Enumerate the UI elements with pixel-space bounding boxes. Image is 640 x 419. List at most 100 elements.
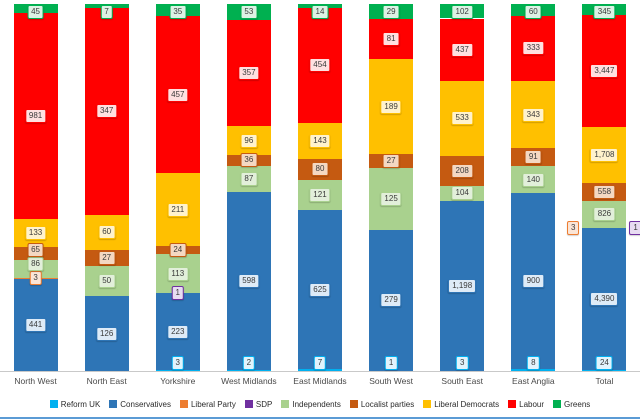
bar-east-anglia: 8 900 140 91 343 333 60 [511, 4, 556, 371]
data-label-conservatives: 900 [522, 274, 544, 289]
data-label-localist-parties: 208 [451, 163, 473, 178]
data-label-conservatives: 441 [24, 317, 47, 332]
data-label-labour: 3,447 [590, 64, 619, 79]
data-label-liberal-democrats: 533 [451, 111, 473, 126]
data-label-independents: 113 [167, 266, 189, 281]
legend-swatch-greens [553, 400, 562, 408]
legend-label-reform-uk: Reform UK [60, 399, 101, 409]
data-label-reform-uk: 3 [455, 356, 469, 370]
bar-total: 24 4,390 3 1 826 558 1,708 3,447 345 [566, 4, 640, 371]
data-label-labour: 81 [382, 31, 400, 46]
data-label-conservatives: 1,198 [448, 278, 477, 293]
data-label-labour: 454 [309, 58, 331, 73]
bar-slot-east-anglia: 8 900 140 91 343 333 60 [498, 4, 569, 371]
data-label-greens: 35 [169, 5, 187, 19]
x-axis-label-east-midlands: East Midlands [293, 376, 347, 386]
legend-item-sdp: SDP [244, 399, 273, 409]
data-label-greens: 345 [593, 5, 616, 19]
legend-swatch-conservatives [109, 400, 118, 408]
bar-south-west: 1 279 125 27 189 81 29 [369, 4, 414, 371]
data-label-localist-parties: 65 [27, 243, 44, 258]
data-label-conservatives: 625 [309, 282, 331, 297]
bar-slot-east-midlands: 7 625 121 80 143 454 14 [284, 4, 355, 371]
data-label-liberal-democrats: 133 [24, 225, 47, 240]
bar-slot-south-east: 3 1,198 104 208 533 437 102 [427, 4, 498, 371]
x-axis-label-south-east: South East [441, 376, 483, 386]
data-label-independents: 87 [240, 171, 258, 186]
bottom-border [0, 417, 640, 419]
data-label-sdp: 1 [629, 220, 640, 235]
data-label-independents: 826 [593, 207, 616, 222]
x-axis-label-total: Total [595, 376, 614, 386]
data-label-greens: 7 [100, 5, 113, 19]
legend-item-reform-uk: Reform UK [49, 399, 101, 409]
data-label-localist-parties: 36 [240, 153, 258, 168]
legend-label-independents: Independents [292, 399, 341, 409]
legend-swatch-liberal-democrats [423, 400, 432, 408]
data-label-greens: 29 [382, 5, 400, 19]
data-label-liberal-democrats: 60 [98, 225, 116, 240]
segment-reform-uk [226, 370, 271, 371]
legend-label-localist-parties: Localist parties [360, 399, 415, 409]
data-label-conservatives: 598 [238, 274, 260, 289]
legend-label-liberal-democrats: Liberal Democrats [434, 399, 500, 409]
x-axis-label-north-west: North West [14, 376, 57, 386]
data-label-localist-parties: 27 [382, 153, 400, 168]
bar-south-east: 3 1,198 104 208 533 437 102 [440, 4, 485, 371]
data-label-conservatives: 126 [95, 326, 118, 341]
data-label-labour: 347 [95, 104, 118, 119]
data-label-liberal-democrats: 343 [522, 107, 544, 122]
legend-swatch-localist-parties [349, 400, 358, 408]
bar-slot-yorkshire: 3 223 1 113 24 211 457 35 [142, 4, 213, 371]
legend-swatch-sdp [244, 400, 253, 408]
plot-area: 441 3 86 65 133 981 45 126 50 27 60 347 7 3 223 1 113 24 2… [0, 4, 640, 372]
data-label-greens: 102 [451, 5, 473, 19]
data-label-reform-uk: 2 [242, 356, 256, 370]
data-label-independents: 125 [380, 192, 402, 207]
data-label-independents: 140 [522, 172, 544, 187]
bar-north-west: 441 3 86 65 133 981 45 [13, 4, 58, 371]
data-label-greens: 45 [27, 5, 44, 19]
bar-east-midlands: 7 625 121 80 143 454 14 [297, 4, 342, 371]
segment-reform-uk [582, 370, 627, 371]
data-label-liberal-democrats: 143 [309, 134, 331, 149]
segment-reform-uk [297, 369, 342, 371]
data-label-labour: 357 [238, 66, 260, 81]
data-label-conservatives: 4,390 [590, 291, 619, 306]
legend-label-conservatives: Conservatives [120, 399, 171, 409]
data-label-greens: 14 [311, 5, 329, 19]
data-label-localist-parties: 80 [311, 162, 329, 177]
data-label-localist-parties: 558 [593, 184, 616, 199]
x-axis-label-north-east: North East [86, 376, 127, 386]
data-label-reform-uk: 8 [527, 356, 540, 370]
data-label-liberal-democrats: 1,708 [590, 147, 619, 162]
data-label-localist-parties: 24 [169, 242, 187, 257]
data-label-labour: 333 [522, 41, 544, 56]
data-label-reform-uk: 24 [595, 356, 613, 370]
data-label-conservatives: 279 [380, 293, 402, 308]
bar-west-midlands: 2 598 87 36 96 357 53 [226, 4, 271, 371]
x-axis-label-yorkshire: Yorkshire [160, 376, 196, 386]
bar-slot-north-east: 126 50 27 60 347 7 [71, 4, 142, 371]
data-label-labour: 981 [24, 109, 47, 124]
data-label-liberal-party: 3 [29, 271, 42, 286]
segment-reform-uk [511, 369, 556, 371]
data-label-independents: 104 [451, 186, 473, 201]
bar-slot-west-midlands: 2 598 87 36 96 357 53 [213, 4, 284, 371]
legend-item-localist-parties: Localist parties [349, 399, 415, 409]
data-label-liberal-party: 3 [566, 220, 580, 235]
x-axis-label-east-anglia: East Anglia [512, 376, 555, 386]
data-label-liberal-democrats: 96 [240, 133, 258, 148]
legend-swatch-independents [281, 400, 290, 408]
legend-item-liberal-democrats: Liberal Democrats [423, 400, 499, 409]
bar-slot-north-west: 441 3 86 65 133 981 45 [0, 4, 71, 371]
legend-label-liberal-party: Liberal Party [190, 399, 236, 409]
segment-reform-uk [155, 369, 200, 371]
x-axis-labels: North West North East Yorkshire West Midlan… [0, 375, 640, 387]
legend-label-sdp: SDP [255, 399, 273, 409]
data-label-liberal-democrats: 189 [380, 99, 402, 114]
data-label-liberal-democrats: 211 [167, 202, 189, 217]
legend: Reform UK Conservatives Liberal Party SDP In… [0, 397, 640, 411]
legend-swatch-liberal-party [179, 400, 188, 408]
